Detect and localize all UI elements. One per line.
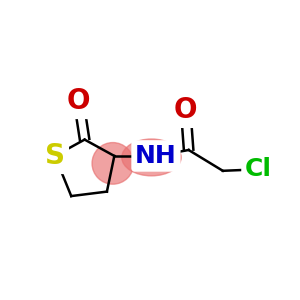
Text: O: O	[67, 87, 90, 115]
Text: NH: NH	[135, 144, 177, 168]
Ellipse shape	[92, 142, 134, 184]
Text: S: S	[45, 142, 65, 170]
Text: Cl: Cl	[245, 157, 272, 181]
Ellipse shape	[122, 139, 181, 176]
Text: O: O	[174, 96, 197, 124]
